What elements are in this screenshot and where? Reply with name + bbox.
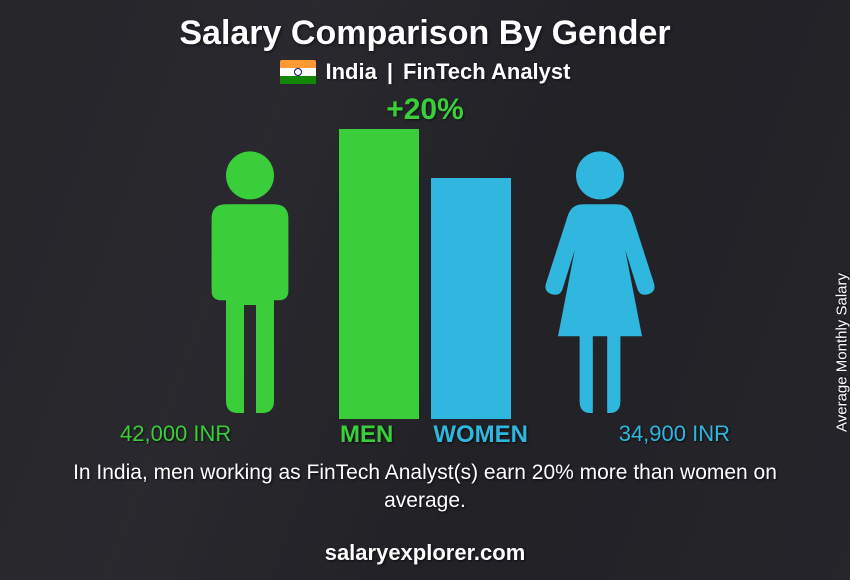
bar-women xyxy=(431,178,511,419)
female-icon xyxy=(540,149,660,419)
y-axis-label: Average Monthly Salary xyxy=(834,273,850,432)
separator: | xyxy=(387,59,393,85)
page-title: Salary Comparison By Gender xyxy=(0,0,850,53)
india-flag-icon xyxy=(280,60,316,84)
bars-group xyxy=(339,129,511,419)
label-women: WOMEN xyxy=(433,421,528,449)
male-icon xyxy=(190,149,310,419)
footer-text: salaryexplorer.com xyxy=(0,540,850,566)
description-text: In India, men working as FinTech Analyst… xyxy=(0,453,850,516)
subtitle-row: India | FinTech Analyst xyxy=(0,59,850,85)
chart-area: +20% Average Monthly Salary 42,000 INR M… xyxy=(0,93,850,453)
country-label: India xyxy=(326,59,377,85)
bar-men xyxy=(339,129,419,419)
job-title-label: FinTech Analyst xyxy=(403,59,570,85)
salary-women: 34,900 INR xyxy=(619,421,730,447)
delta-label: +20% xyxy=(386,93,464,127)
salary-men: 42,000 INR xyxy=(120,421,231,447)
label-men: MEN xyxy=(340,421,393,449)
